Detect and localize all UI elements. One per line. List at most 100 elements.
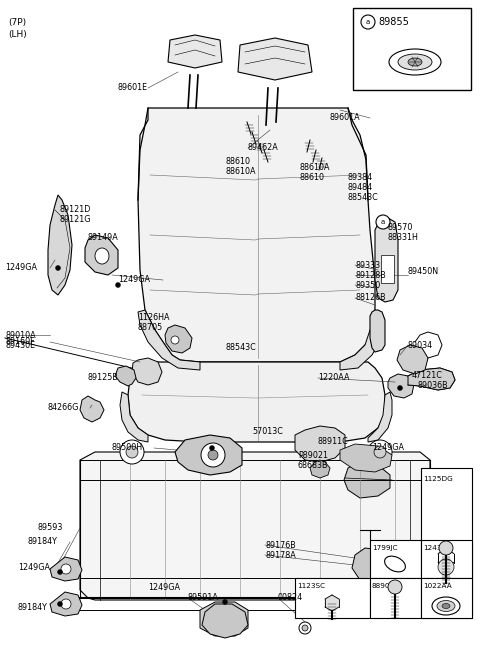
- Bar: [421, 468, 472, 618]
- Text: 1249GA: 1249GA: [148, 583, 180, 592]
- Text: 89034: 89034: [408, 340, 433, 350]
- Text: 89149A: 89149A: [88, 234, 119, 243]
- Polygon shape: [310, 460, 330, 478]
- Circle shape: [56, 266, 60, 270]
- Circle shape: [61, 564, 71, 574]
- Text: 88610: 88610: [300, 173, 325, 182]
- Text: (LH): (LH): [8, 30, 27, 39]
- Text: 89500H: 89500H: [112, 443, 143, 453]
- Text: 1799JC: 1799JC: [372, 545, 397, 551]
- Text: 88909: 88909: [372, 583, 395, 589]
- Circle shape: [368, 440, 392, 464]
- Bar: [370, 578, 421, 618]
- Ellipse shape: [398, 54, 432, 70]
- Polygon shape: [48, 195, 72, 295]
- Text: 88543C: 88543C: [225, 344, 256, 352]
- Bar: [421, 540, 472, 578]
- Polygon shape: [352, 548, 390, 582]
- Text: 89855: 89855: [378, 17, 409, 27]
- Polygon shape: [85, 235, 118, 275]
- Text: 57013C: 57013C: [252, 428, 283, 436]
- Circle shape: [376, 215, 390, 229]
- Text: 1249GA: 1249GA: [118, 276, 150, 285]
- Text: 88610A: 88610A: [300, 163, 331, 173]
- Circle shape: [61, 599, 71, 609]
- Text: a: a: [366, 19, 370, 25]
- Bar: [295, 578, 370, 618]
- Text: 1249GA: 1249GA: [5, 264, 37, 272]
- Text: 1022AA: 1022AA: [423, 583, 452, 589]
- Polygon shape: [50, 557, 82, 581]
- Polygon shape: [370, 310, 385, 352]
- Text: 00824: 00824: [278, 594, 303, 602]
- Polygon shape: [138, 108, 375, 362]
- Polygon shape: [368, 392, 392, 442]
- Circle shape: [302, 625, 308, 631]
- Text: 1220AA: 1220AA: [318, 373, 349, 382]
- Polygon shape: [397, 345, 428, 374]
- Text: a: a: [381, 219, 385, 225]
- Text: 88610A: 88610A: [225, 167, 255, 176]
- Circle shape: [201, 443, 225, 467]
- Polygon shape: [344, 462, 390, 498]
- Text: 89593: 89593: [38, 523, 63, 533]
- Polygon shape: [340, 444, 392, 472]
- Polygon shape: [128, 362, 385, 442]
- Polygon shape: [175, 435, 242, 475]
- Bar: [421, 578, 472, 618]
- Polygon shape: [80, 396, 104, 422]
- Polygon shape: [238, 38, 312, 80]
- Ellipse shape: [384, 556, 406, 572]
- Ellipse shape: [432, 597, 460, 615]
- Polygon shape: [200, 602, 248, 636]
- Circle shape: [126, 446, 138, 458]
- Polygon shape: [375, 218, 398, 302]
- Circle shape: [58, 569, 62, 575]
- Polygon shape: [392, 572, 428, 602]
- Polygon shape: [340, 315, 384, 370]
- Text: (7P): (7P): [8, 18, 26, 27]
- Text: 84266G: 84266G: [48, 403, 79, 413]
- Bar: [381, 255, 394, 283]
- Text: 88331H: 88331H: [388, 234, 419, 243]
- Text: 88610: 88610: [225, 157, 250, 167]
- Polygon shape: [115, 366, 136, 386]
- Text: 89121D: 89121D: [60, 205, 91, 215]
- Circle shape: [388, 580, 402, 594]
- Ellipse shape: [95, 248, 109, 264]
- Text: 89160F: 89160F: [5, 337, 35, 346]
- Text: 89450N: 89450N: [408, 268, 439, 276]
- Circle shape: [116, 283, 120, 287]
- Text: 89010A: 89010A: [5, 331, 36, 340]
- Polygon shape: [120, 392, 148, 442]
- Text: 89184Y: 89184Y: [18, 604, 48, 613]
- Polygon shape: [202, 604, 248, 638]
- Text: 89121G: 89121G: [60, 216, 92, 224]
- Circle shape: [374, 446, 386, 458]
- Text: 89601E: 89601E: [118, 83, 148, 92]
- Polygon shape: [132, 358, 162, 385]
- Text: 1125DG: 1125DG: [423, 476, 453, 482]
- Text: 47121C: 47121C: [412, 371, 443, 380]
- Text: 89350: 89350: [355, 281, 380, 289]
- Text: 89036B: 89036B: [418, 380, 449, 390]
- Ellipse shape: [389, 49, 441, 75]
- Text: 89333: 89333: [355, 260, 380, 270]
- Polygon shape: [50, 592, 82, 616]
- Polygon shape: [168, 35, 222, 68]
- Text: P89021: P89021: [298, 451, 328, 459]
- Text: 89430E: 89430E: [5, 340, 35, 350]
- Text: 89570: 89570: [388, 224, 413, 232]
- Text: 89591A: 89591A: [188, 594, 219, 602]
- Text: 89484: 89484: [348, 184, 373, 192]
- Polygon shape: [325, 595, 339, 611]
- Text: 89384: 89384: [348, 173, 373, 182]
- Circle shape: [439, 541, 453, 555]
- Circle shape: [223, 600, 228, 604]
- Text: 1126HA: 1126HA: [138, 314, 169, 323]
- Bar: [370, 540, 421, 578]
- Polygon shape: [295, 426, 345, 462]
- Text: 88126B: 88126B: [355, 293, 385, 302]
- Text: 1249GA: 1249GA: [372, 443, 404, 453]
- Ellipse shape: [437, 600, 455, 611]
